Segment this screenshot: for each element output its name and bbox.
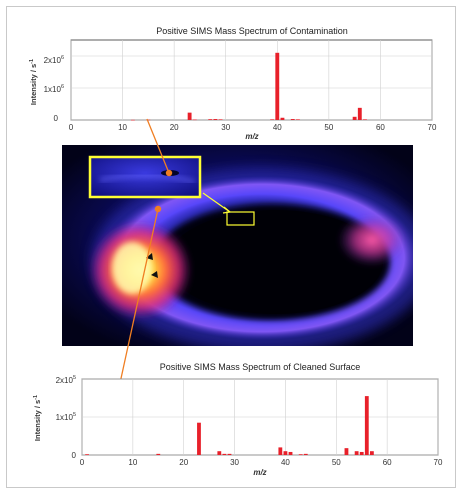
bottom-x-tick-label: 60: [383, 458, 392, 467]
bottom-y-axis-label: Intensity / s-1: [33, 395, 42, 441]
top-bar: [218, 119, 223, 120]
bottom-bar: [217, 451, 222, 455]
bottom-bar: [85, 454, 89, 455]
top-x-tick-label: 0: [69, 123, 74, 132]
sims-surface-image: [62, 145, 413, 346]
top-bar: [280, 117, 285, 120]
top-y-tick-0: 0: [54, 114, 59, 123]
top-y-tick-2e6: 2x106: [44, 55, 64, 65]
bottom-bar: [364, 396, 369, 455]
top-bars: [130, 52, 367, 121]
magnified-inset: [88, 155, 202, 199]
bottom-bar: [369, 451, 374, 455]
bottom-x-tick-label: 30: [230, 458, 239, 467]
top-y-axis-label: Intensity / s-1: [29, 59, 38, 105]
bottom-y-tick-0: 0: [72, 451, 77, 460]
bottom-x-tick-label: 70: [434, 458, 443, 467]
bottom-bar: [283, 451, 288, 455]
top-x-tick-label: 60: [376, 123, 385, 132]
top-bar: [208, 119, 213, 120]
top-bar: [295, 119, 300, 120]
bottom-bar: [298, 454, 303, 455]
top-x-tick-label: 40: [273, 123, 282, 132]
top-x-axis-label: m/z: [245, 132, 258, 141]
top-bar: [352, 116, 357, 120]
region-of-interest-box: [226, 211, 255, 226]
bottom-x-tick-label: 40: [281, 458, 290, 467]
cleaned-leader-line: [119, 208, 159, 384]
bottom-x-tick-label: 0: [80, 458, 85, 467]
cleaned-marker: [154, 205, 162, 213]
bottom-bar: [227, 453, 232, 455]
top-bar: [270, 119, 275, 120]
top-bar: [187, 112, 192, 120]
inset-connector-arrowhead: [222, 206, 232, 214]
bottom-x-tick-label: 50: [332, 458, 341, 467]
bottom-bar: [222, 453, 227, 455]
bottom-bar: [197, 422, 201, 455]
top-bar: [146, 119, 151, 121]
contamination-leader-line: [146, 118, 170, 174]
bottom-x-tick-label: 20: [179, 458, 188, 467]
top-x-tick-label: 30: [221, 123, 230, 132]
bottom-gridlines: [81, 378, 439, 456]
top-bar: [130, 119, 135, 121]
bottom-x-tick-labels: 0 10 20 30 40 50 60 70: [80, 458, 443, 467]
top-spectrum-chart: Positive SIMS Mass Spectrum of Contamina…: [29, 26, 437, 141]
top-bar: [213, 119, 218, 120]
bottom-spectrum-chart: Positive SIMS Mass Spectrum of Cleaned S…: [33, 362, 443, 477]
bottom-bars: [85, 396, 374, 455]
top-bar: [357, 107, 362, 120]
contamination-marker: [165, 169, 173, 177]
bottom-bar: [344, 448, 349, 455]
bottom-x-axis-label: m/z: [253, 468, 266, 477]
top-chart-title: Positive SIMS Mass Spectrum of Contamina…: [156, 26, 348, 36]
top-bar: [363, 119, 367, 120]
top-x-tick-labels: 0 10 20 30 40 50 60 70: [69, 123, 437, 132]
top-bar: [275, 52, 280, 120]
top-x-tick-label: 10: [118, 123, 127, 132]
inset-frame: [88, 155, 202, 199]
top-x-tick-label: 70: [428, 123, 437, 132]
top-x-tick-label: 20: [170, 123, 179, 132]
top-x-tick-label: 50: [324, 123, 333, 132]
bottom-bar: [354, 451, 359, 455]
top-bar: [290, 119, 295, 120]
bottom-bar: [359, 451, 364, 455]
bottom-chart-title: Positive SIMS Mass Spectrum of Cleaned S…: [160, 362, 361, 372]
bottom-bar: [303, 453, 308, 455]
bottom-bar: [156, 453, 161, 455]
top-bar: [192, 119, 197, 121]
top-y-tick-1e6: 1x106: [44, 84, 64, 94]
bottom-bar: [288, 451, 293, 455]
bottom-bar: [278, 447, 283, 455]
top-plot-area: [70, 39, 433, 121]
bottom-x-tick-label: 10: [128, 458, 137, 467]
bottom-y-tick-1e5: 1x105: [56, 412, 76, 422]
bottom-y-tick-2e5: 2x105: [56, 375, 76, 385]
